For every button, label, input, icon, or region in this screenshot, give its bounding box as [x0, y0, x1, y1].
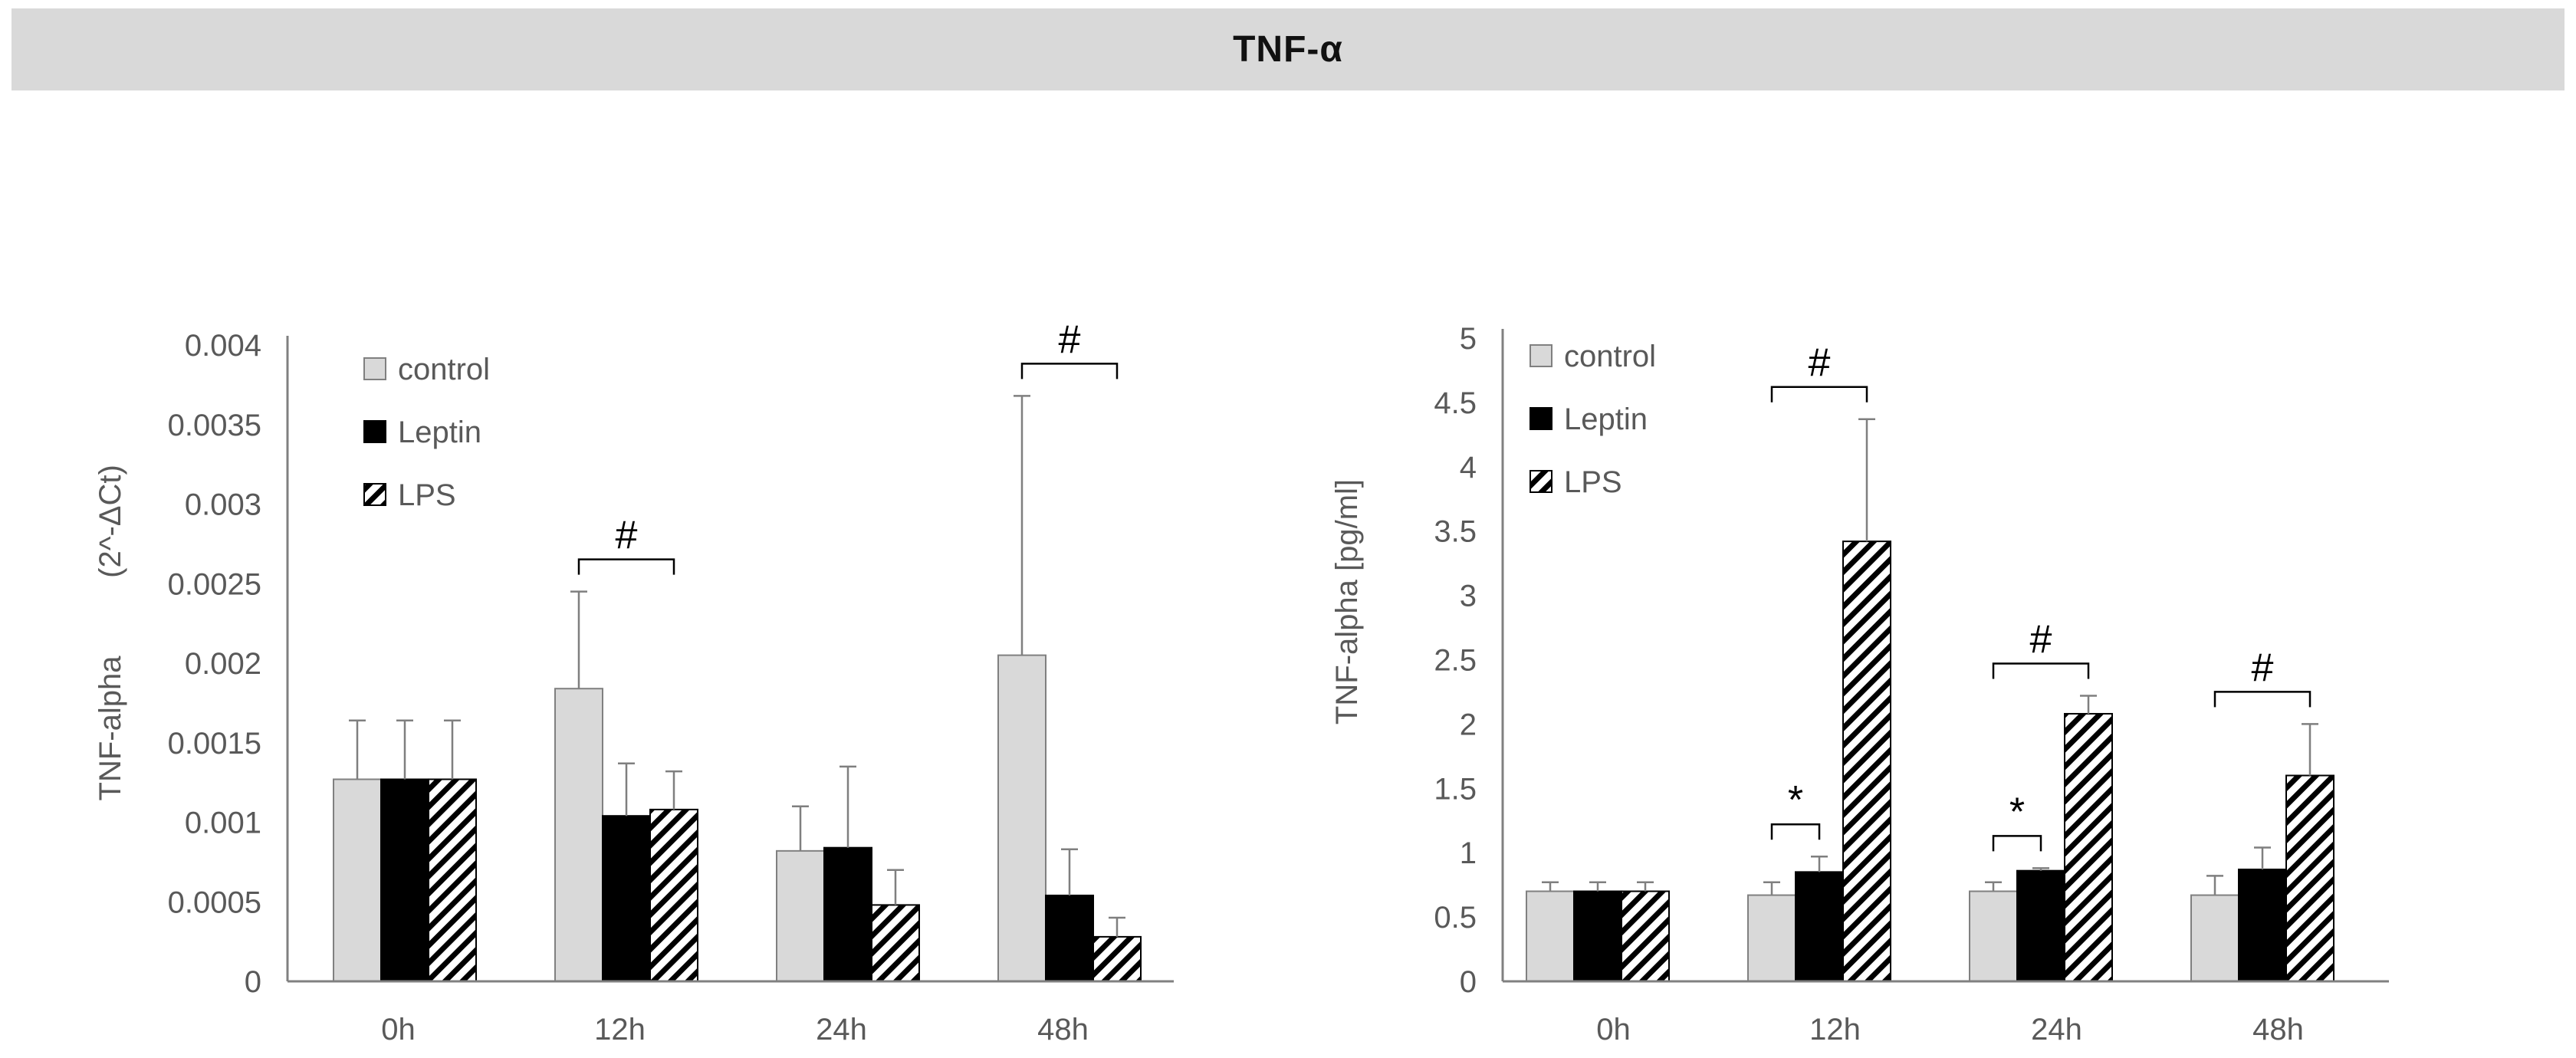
significance-bracket [1020, 363, 1119, 380]
x-tick-label: 0h [381, 1013, 416, 1046]
legend-label-control: control [398, 353, 490, 386]
figure-title: TNF-α [1233, 29, 1343, 70]
legend-label-leptin: Leptin [398, 416, 481, 449]
bar-lps-12h [1842, 540, 1891, 982]
legend-label-leptin: Leptin [1564, 402, 1648, 436]
legend-swatch-lps [363, 483, 386, 506]
bar-control-24h [776, 849, 825, 982]
bar-control-12h [1747, 894, 1796, 982]
bar-control-48h [2190, 894, 2239, 982]
significance-symbol: # [1059, 317, 1081, 362]
significance-symbol: # [1809, 341, 1831, 386]
y-axis-unit: (2^-ΔCt) [94, 465, 127, 578]
y-tick-label: 1.5 [1434, 772, 1477, 806]
y-tick-label: 2 [1460, 708, 1477, 741]
significance-bracket [577, 558, 675, 575]
bar-lps-0h [1621, 890, 1670, 983]
bar-control-0h [333, 778, 382, 982]
significance-symbol: # [2252, 646, 2274, 690]
significance-symbol: * [2009, 790, 2025, 834]
bar-leptin-24h [823, 846, 872, 982]
x-tick-label: 0h [1596, 1013, 1631, 1046]
significance-symbol: # [616, 514, 638, 558]
bar-lps-24h [871, 904, 920, 983]
legend-swatch-control [363, 357, 386, 380]
significance-bracket [2213, 691, 2312, 708]
bar-leptin-48h [1045, 894, 1094, 982]
y-tick-label: 0.0005 [168, 886, 261, 919]
y-tick-label: 0 [1460, 965, 1477, 999]
y-axis-label: TNF-alpha [94, 656, 127, 801]
bar-lps-0h [428, 778, 477, 982]
x-tick-label: 24h [2031, 1013, 2082, 1046]
legend-label-control: control [1564, 340, 1656, 373]
significance-symbol: # [2030, 617, 2052, 662]
legend-swatch-leptin [363, 420, 386, 443]
y-tick-label: 2.5 [1434, 644, 1477, 678]
significance-bracket [1992, 662, 2090, 679]
significance-bracket [1770, 386, 1868, 402]
bar-leptin-0h [1573, 890, 1622, 983]
legend-swatch-lps [1530, 470, 1552, 493]
y-tick-label: 5 [1460, 322, 1477, 356]
y-axis-label: TNF-alpha [pg/ml] [1330, 479, 1364, 724]
y-tick-label: 0.004 [185, 329, 261, 363]
y-tick-label: 0.001 [185, 807, 261, 840]
x-tick-label: 24h [816, 1013, 867, 1046]
legend-label-lps: LPS [398, 478, 456, 512]
y-tick-label: 0.003 [185, 488, 261, 522]
figure-title-bar: TNF-α [12, 8, 2564, 90]
y-tick-label: 3.5 [1434, 515, 1477, 549]
y-tick-label: 4 [1460, 451, 1477, 485]
legend-swatch-control [1530, 344, 1552, 367]
y-tick-label: 0.0015 [168, 727, 261, 761]
bar-control-48h [997, 654, 1046, 982]
significance-symbol: * [1788, 778, 1803, 823]
bar-lps-48h [1092, 935, 1142, 983]
y-tick-label: 0.5 [1434, 901, 1477, 935]
bar-control-0h [1526, 890, 1575, 983]
bar-control-24h [1969, 890, 2018, 983]
x-tick-label: 48h [2252, 1013, 2304, 1046]
bar-lps-24h [2064, 712, 2113, 982]
bar-leptin-12h [1795, 871, 1844, 982]
y-tick-label: 0.002 [185, 647, 261, 681]
bar-leptin-24h [2016, 869, 2065, 983]
x-tick-label: 12h [1809, 1013, 1861, 1046]
y-tick-label: 0.0035 [168, 409, 261, 442]
bar-leptin-48h [2238, 869, 2287, 983]
y-tick-label: 1 [1460, 836, 1477, 870]
y-tick-label: 0 [245, 965, 261, 999]
significance-bracket [1770, 823, 1821, 840]
legend-label-lps: LPS [1564, 465, 1622, 499]
bar-leptin-12h [602, 815, 651, 982]
y-tick-label: 0.0025 [168, 567, 261, 601]
y-tick-label: 4.5 [1434, 386, 1477, 420]
legend-swatch-leptin [1530, 407, 1552, 430]
x-tick-label: 12h [594, 1013, 646, 1046]
y-tick-label: 3 [1460, 580, 1477, 613]
significance-bracket [1992, 835, 2042, 852]
bar-control-12h [554, 688, 603, 982]
x-tick-label: 48h [1037, 1013, 1089, 1046]
bar-leptin-0h [380, 778, 429, 982]
bar-lps-12h [649, 808, 698, 983]
bar-lps-48h [2285, 774, 2334, 983]
